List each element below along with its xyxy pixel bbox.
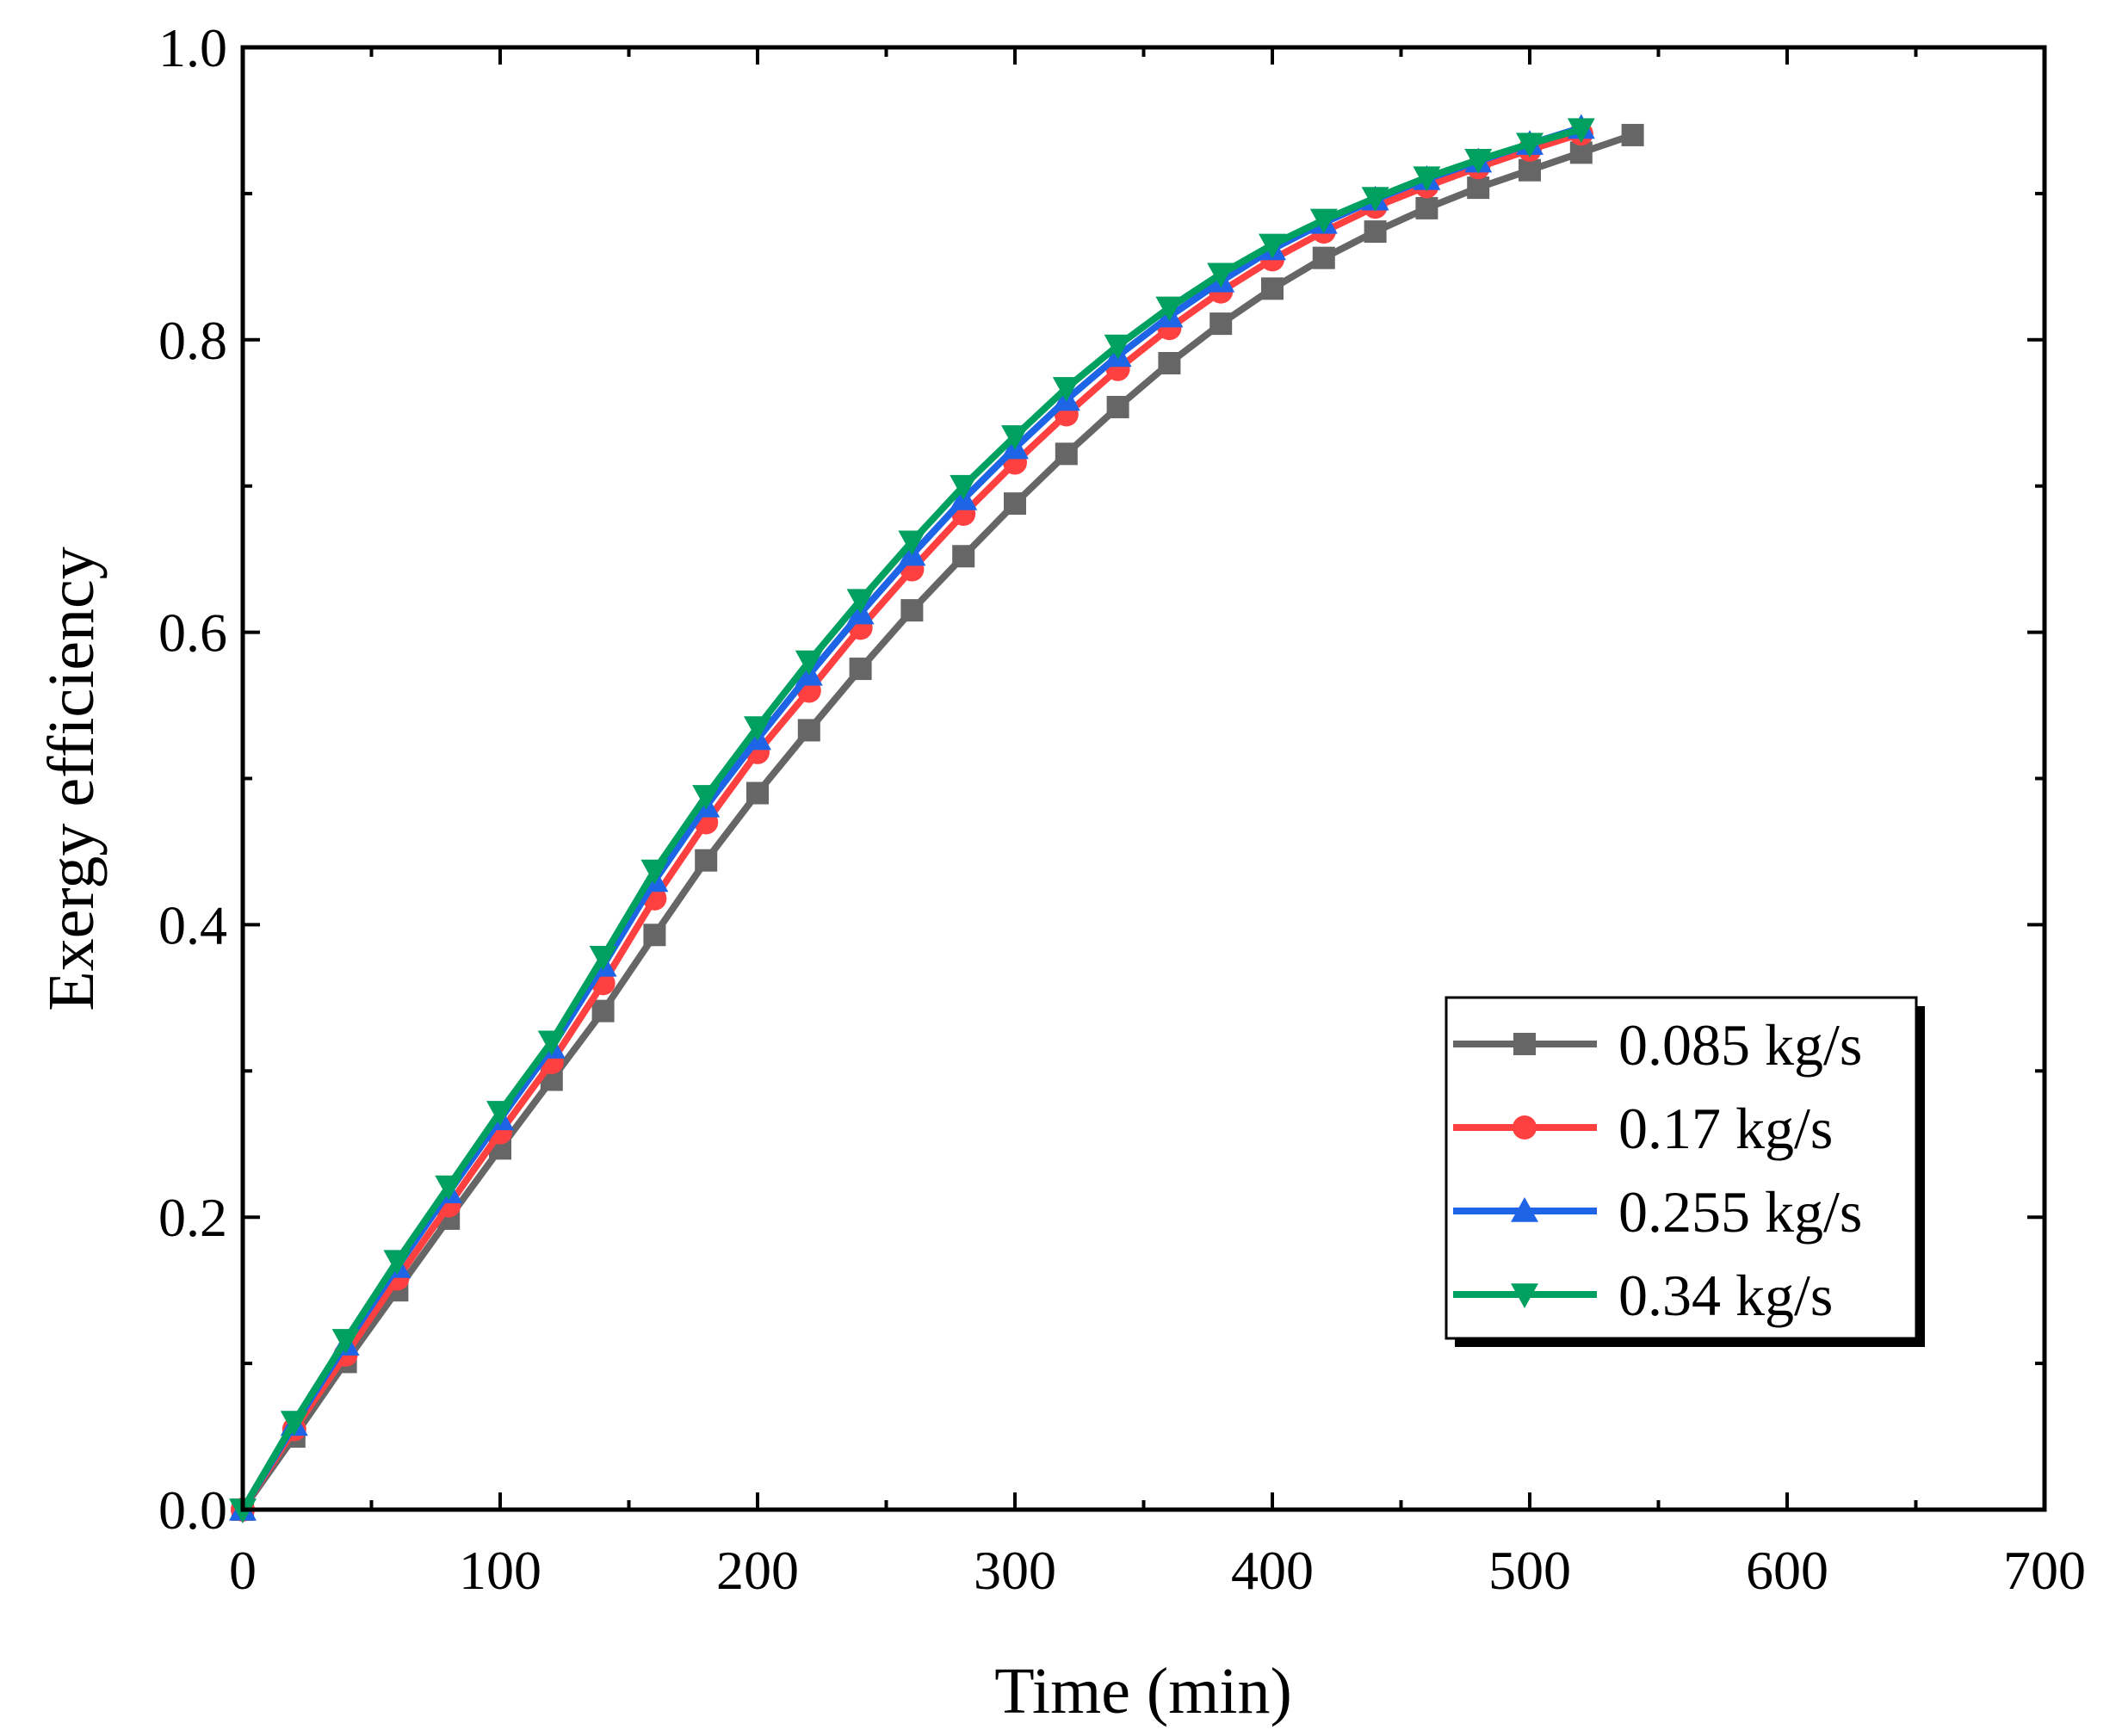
data-point — [1004, 492, 1026, 516]
data-point — [331, 1329, 360, 1354]
legend-label: 0.34 kg/s — [1618, 1263, 1833, 1328]
legend-item: 0.34 kg/s — [1453, 1263, 1833, 1328]
x-tick-label: 100 — [459, 1540, 541, 1601]
data-point — [1309, 208, 1338, 234]
data-point — [1209, 312, 1233, 336]
series-layer — [229, 114, 1644, 1523]
data-point — [280, 1411, 308, 1436]
data-point — [1312, 246, 1335, 269]
data-point — [795, 650, 823, 676]
data-point — [952, 545, 975, 568]
legend: 0.085 kg/s 0.17 kg/s 0.255 kg/s 0.34 kg/s — [1445, 996, 1925, 1347]
data-point — [1413, 166, 1441, 192]
data-point — [643, 924, 666, 947]
data-point — [640, 859, 669, 885]
legend-item: 0.255 kg/s — [1453, 1179, 1862, 1245]
data-point — [591, 999, 615, 1022]
y-tick-label: 0.8 — [158, 310, 227, 371]
x-tick-label: 300 — [974, 1540, 1056, 1601]
data-point — [1001, 425, 1029, 450]
series-4 — [229, 118, 1595, 1523]
data-point — [797, 719, 820, 742]
data-point — [1519, 158, 1541, 182]
legend-swatch-marker — [1513, 1115, 1537, 1140]
data-point — [1516, 133, 1544, 158]
data-point — [589, 945, 617, 971]
legend-swatch-marker — [1511, 1283, 1538, 1308]
data-point — [1052, 377, 1080, 402]
y-tick-label: 0.6 — [158, 602, 227, 664]
legend-item: 0.085 kg/s — [1453, 1012, 1862, 1078]
tick-labels: 0 100 200 300 400 500 600 700 0.0 0.2 0.4 0.6 0.8 1.0 — [158, 17, 2086, 1601]
data-point — [692, 785, 721, 810]
y-tick-label: 0.4 — [158, 894, 227, 955]
data-point — [695, 849, 718, 872]
legend-label: 0.085 kg/s — [1618, 1012, 1862, 1078]
data-point — [383, 1250, 411, 1276]
data-point — [1259, 233, 1286, 259]
data-point — [1106, 395, 1129, 418]
legend-label: 0.255 kg/s — [1618, 1179, 1862, 1245]
data-point — [950, 474, 978, 500]
data-point — [486, 1101, 514, 1126]
legend-swatch-marker — [1513, 1033, 1536, 1055]
x-tick-label: 200 — [716, 1540, 799, 1601]
data-point — [1464, 149, 1493, 174]
data-point — [1467, 176, 1490, 200]
y-tick-label: 0.0 — [158, 1480, 227, 1541]
data-point — [1361, 187, 1389, 212]
legend-swatch-marker — [1511, 1197, 1538, 1222]
data-point — [1621, 123, 1644, 146]
x-tick-label: 600 — [1746, 1540, 1828, 1601]
legend-items: 0.085 kg/s 0.17 kg/s 0.255 kg/s 0.34 kg/s — [1453, 1012, 1862, 1328]
series-1 — [232, 123, 1644, 1521]
data-point — [1415, 196, 1438, 219]
y-tick-label: 1.0 — [158, 17, 227, 78]
plot-frame — [240, 45, 2047, 1512]
x-tick-label: 500 — [1488, 1540, 1571, 1601]
data-point — [1155, 296, 1184, 322]
x-tick-label: 400 — [1231, 1540, 1314, 1601]
legend-item: 0.17 kg/s — [1453, 1096, 1833, 1161]
data-point — [1364, 220, 1387, 244]
x-tick-label: 700 — [2003, 1540, 2086, 1601]
data-point — [435, 1175, 463, 1201]
data-point — [849, 658, 872, 681]
data-point — [1207, 263, 1235, 288]
data-point — [744, 716, 771, 742]
data-point — [846, 589, 875, 615]
legend-label: 0.17 kg/s — [1618, 1096, 1833, 1161]
x-tick-label: 0 — [229, 1540, 257, 1601]
data-point — [537, 1030, 566, 1056]
data-point — [898, 530, 926, 556]
data-point — [1261, 277, 1284, 300]
data-point — [746, 782, 769, 805]
x-axis-label: Time (min) — [994, 1655, 1292, 1727]
data-point — [900, 599, 924, 622]
data-point — [1567, 118, 1595, 144]
y-axis-label: Exergy efficiency — [35, 547, 108, 1011]
data-point — [1158, 351, 1181, 374]
y-tick-label: 0.2 — [158, 1187, 227, 1248]
data-point — [1055, 442, 1078, 466]
series-line — [239, 132, 1634, 1512]
data-point — [1104, 334, 1132, 360]
